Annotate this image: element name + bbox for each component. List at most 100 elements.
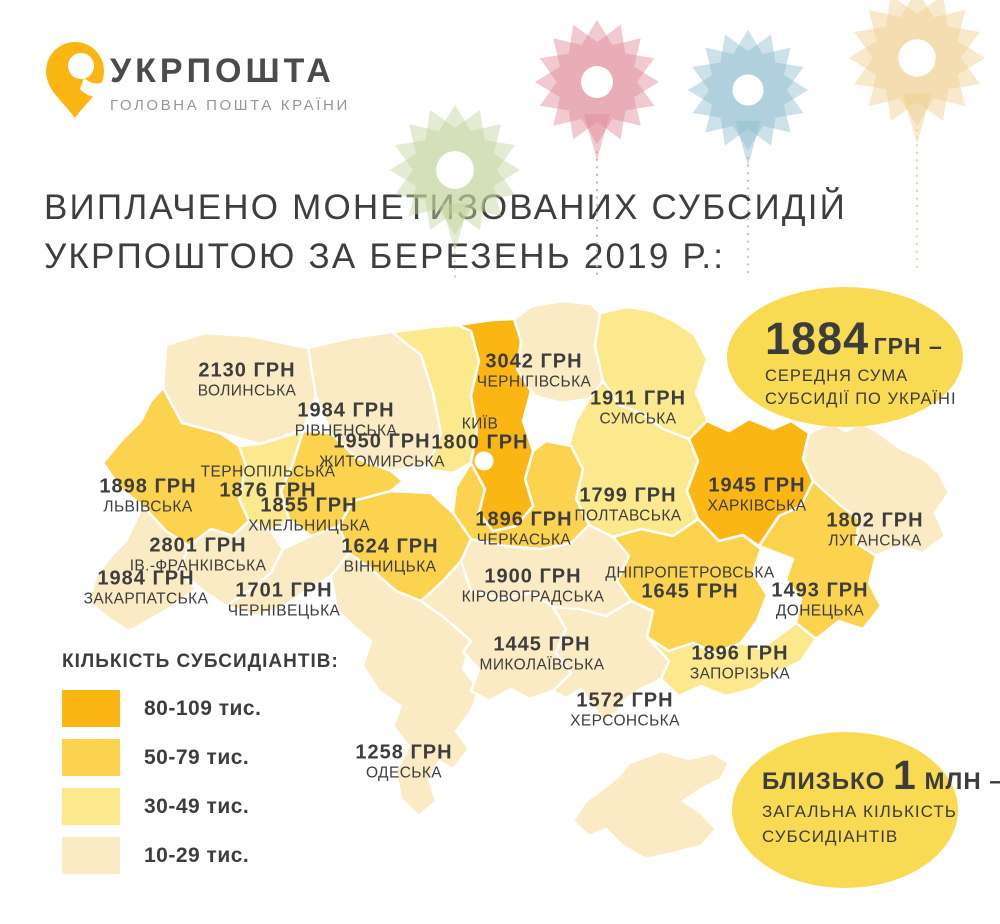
region-label-kherson: 1572 ГРН ХЕРСОНСЬКА bbox=[570, 689, 680, 731]
region-label-dnipro: ДНІПРОПЕТРОВСЬКА 1645 ГРН bbox=[605, 563, 774, 602]
region-label-kharkiv: 1945 ГРН ХАРКІВСЬКА bbox=[707, 474, 807, 516]
region-name: ЗАПОРІЗЬКА bbox=[689, 665, 791, 683]
region-label-lviv: 1898 ГРН ЛЬВІВСЬКА bbox=[99, 475, 197, 517]
legend-label-30-49: 30-49 тис. bbox=[144, 794, 250, 818]
region-amount: 1624 ГРН bbox=[341, 535, 439, 558]
region-name: ЛЬВІВСЬКА bbox=[103, 498, 193, 516]
region-amount: 1258 ГРН bbox=[355, 741, 453, 764]
region-label-kirovohrad: 1900 ГРН КІРОВОГРАДСЬКА bbox=[461, 565, 605, 607]
region-zaporizhzhia bbox=[645, 621, 818, 698]
region-amount: 1701 ГРН bbox=[235, 579, 333, 602]
region-label-ivano: 2801 ГРН ІВ.-ФРАНКІВСЬКА bbox=[129, 534, 267, 576]
region-name: ВОЛИНСЬКА bbox=[197, 382, 297, 400]
region-amount: 1984 ГРН bbox=[297, 399, 395, 422]
region-name: ІВ.-ФРАНКІВСЬКА bbox=[129, 557, 267, 575]
region-name: КІРОВОГРАДСЬКА bbox=[461, 588, 605, 606]
region-label-cherkasy: 1896 ГРН ЧЕРКАСЬКА bbox=[475, 508, 573, 550]
region-amount: 1950 ГРН bbox=[333, 430, 431, 453]
legend-row-80-109: 80-109 тис. bbox=[62, 690, 339, 727]
region-amount: 2801 ГРН bbox=[149, 534, 247, 557]
region-name: ДОНЕЦЬКА bbox=[775, 602, 865, 620]
region-amount: 1800 ГРН bbox=[431, 431, 529, 454]
map-regions bbox=[87, 299, 951, 861]
region-crimea bbox=[571, 749, 731, 861]
region-amount: 1898 ГРН bbox=[99, 475, 197, 498]
region-amount: 1799 ГРН bbox=[579, 484, 677, 507]
region-amount: 2130 ГРН bbox=[198, 359, 296, 382]
average-badge-ellipse bbox=[727, 287, 963, 427]
legend: КІЛЬКІСТЬ СУБСИДІАНТІВ: 80-109 тис. 50-79… bbox=[62, 651, 339, 886]
region-amount: 1493 ГРН bbox=[771, 579, 869, 602]
region-amount: 1445 ГРН bbox=[493, 633, 591, 656]
total-caption1: ЗАГАЛЬНА КІЛЬКІСТЬ bbox=[762, 802, 957, 821]
total-subsidiants-badge: БЛИЗЬКО 1 МЛН – ЗАГАЛЬНА КІЛЬКІСТЬ СУБСИ… bbox=[732, 732, 1000, 889]
region-label-khmelnytskyi: 1855 ГРН ХМЕЛЬНИЦЬКА bbox=[248, 494, 370, 536]
region-amount: 1876 ГРН bbox=[219, 479, 317, 502]
total-subsidiants-headline: БЛИЗЬКО 1 МЛН – bbox=[762, 752, 1000, 799]
region-name: ЧЕРНІВЕЦЬКА bbox=[227, 602, 341, 620]
average-subsidy-unit: ГРН – bbox=[873, 333, 943, 359]
region-label-zaporizhzhia: 1896 ГРН ЗАПОРІЗЬКА bbox=[689, 644, 791, 684]
region-label-kyiv: КИЇВ 1800 ГРН bbox=[431, 414, 528, 453]
average-subsidy-value: 1884 bbox=[765, 313, 870, 364]
logo-pin-icon bbox=[46, 42, 104, 118]
legend-rows: 80-109 тис. 50-79 тис. 30-49 тис. 10-29 тис… bbox=[62, 690, 339, 874]
region-amount: 1945 ГРН bbox=[708, 474, 806, 497]
region-kyiv-oblast bbox=[455, 317, 535, 533]
logo-pin-notch bbox=[80, 78, 106, 98]
logo-text: УКРПОШТА ГОЛОВНА ПОШТА КРАЇНИ bbox=[110, 52, 350, 114]
page-title-line2: УКРПОШТОЮ ЗА БЕРЕЗЕНЬ 2019 Р.: bbox=[44, 237, 726, 276]
region-label-sumy: 1911 ГРН СУМСЬКА bbox=[589, 387, 687, 429]
region-amount: 1855 ГРН bbox=[260, 494, 358, 517]
region-label-vinnytsia: 1624 ГРН ВІННИЦЬКА bbox=[341, 535, 439, 577]
average-subsidy-caption2: СУБСИДІЇ ПО УКРАЇНІ bbox=[765, 390, 957, 408]
legend-swatch-50-79 bbox=[62, 739, 120, 776]
region-name: ХАРКІВСЬКА bbox=[707, 497, 807, 515]
region-amount: 1802 ГРН bbox=[826, 509, 924, 532]
logo-pin-hole bbox=[68, 53, 94, 79]
region-amount: 3042 ГРН bbox=[485, 350, 583, 373]
region-amount: 1900 ГРН bbox=[484, 565, 582, 588]
region-name: ХЕРСОНСЬКА bbox=[570, 712, 680, 730]
legend-swatch-30-49 bbox=[62, 788, 120, 825]
total-badge-ellipse bbox=[732, 732, 958, 888]
region-name: ОДЕСЬКА bbox=[365, 764, 443, 782]
legend-label-80-109: 80-109 тис. bbox=[144, 696, 262, 720]
region-name: РІВНЕНСЬКА bbox=[294, 422, 398, 440]
legend-row-10-29: 10-29 тис. bbox=[62, 837, 339, 874]
total-unit: МЛН – bbox=[916, 768, 1000, 795]
average-subsidy-badge: 1884 ГРН – СЕРЕДНЯ СУМА СУБСИДІЇ ПО УКРА… bbox=[727, 287, 963, 427]
logo-tagline: ГОЛОВНА ПОШТА КРАЇНИ bbox=[110, 97, 350, 114]
region-label-mykolaiv: 1445 ГРН МИКОЛАЇВСЬКА bbox=[479, 633, 605, 675]
region-name: МИКОЛАЇВСЬКА bbox=[479, 656, 605, 674]
total-value: 1 bbox=[893, 752, 917, 798]
legend-swatch-80-109 bbox=[62, 690, 120, 727]
region-name: ЧЕРКАСЬКА bbox=[476, 531, 572, 549]
region-amount: 1645 ГРН bbox=[641, 580, 739, 603]
region-label-donetsk: 1493 ГРН ДОНЕЦЬКА bbox=[771, 579, 869, 621]
region-name: ЗАКАРПАТСЬКА bbox=[83, 590, 209, 608]
total-caption2: СУБСИДІАНТІВ bbox=[762, 827, 899, 846]
region-donetsk bbox=[757, 479, 883, 641]
total-prefix: БЛИЗЬКО bbox=[762, 768, 894, 795]
region-label-chernihiv: 3042 ГРН ЧЕРНІГІВСЬКА bbox=[477, 350, 592, 392]
region-amount: 1572 ГРН bbox=[576, 689, 674, 712]
region-amount: 1984 ГРН bbox=[97, 567, 195, 590]
region-name: ДНІПРОПЕТРОВСЬКА bbox=[605, 564, 775, 582]
ukrposhta-logo bbox=[46, 42, 106, 118]
region-label-ternopil: ТЕРНОПІЛЬСЬКА 1876 ГРН bbox=[201, 462, 336, 501]
region-kherson bbox=[551, 599, 671, 723]
region-name: ТЕРНОПІЛЬСЬКА bbox=[200, 463, 336, 481]
legend-row-30-49: 30-49 тис. bbox=[62, 788, 339, 825]
page-title: ВИПЛАЧЕНО МОНЕТИЗОВАНИХ СУБСИДІЙ УКРПОШТ… bbox=[44, 183, 847, 281]
legend-swatch-10-29 bbox=[62, 837, 120, 874]
region-name: ХМЕЛЬНИЦЬКА bbox=[248, 517, 370, 535]
region-label-chernivtsi: 1701 ГРН ЧЕРНІВЕЦЬКА bbox=[227, 579, 341, 621]
region-amount: 1911 ГРН bbox=[589, 387, 687, 410]
region-label-luhansk: 1802 ГРН ЛУГАНСЬКА bbox=[826, 509, 924, 551]
region-amount: 1896 ГРН bbox=[475, 508, 573, 531]
region-label-zhytomyr: 1950 ГРН ЖИТОМИРСЬКА bbox=[319, 430, 445, 472]
region-name: СУМСЬКА bbox=[599, 410, 677, 428]
average-subsidy-caption1: СЕРЕДНЯ СУМА bbox=[765, 367, 909, 385]
